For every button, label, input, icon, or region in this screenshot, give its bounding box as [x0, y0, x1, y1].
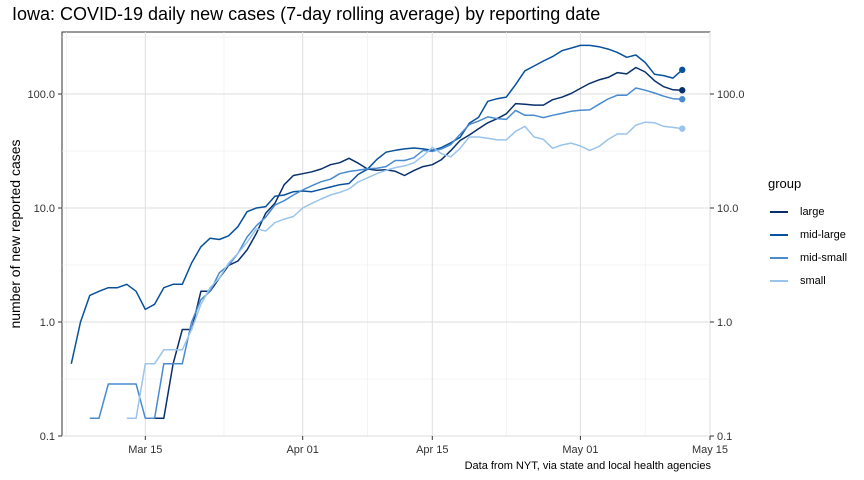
- chart-caption: Data from NYT, via state and local healt…: [464, 460, 711, 472]
- series-endpoint-small: [679, 125, 686, 132]
- legend-item: small: [768, 269, 847, 292]
- legend-item: large: [768, 200, 847, 223]
- series-layer: [70, 44, 686, 420]
- legend-swatch: [770, 256, 788, 259]
- x-tick-label: Mar 15: [128, 444, 162, 456]
- series-line-mid-large: [70, 44, 683, 364]
- y-tick-label-left: 0.1: [40, 431, 55, 443]
- legend-items: large mid-large mid-small small: [768, 200, 847, 292]
- x-tick-label: May 01: [562, 444, 598, 456]
- legend-item: mid-large: [768, 223, 847, 246]
- legend-label: mid-small: [800, 251, 848, 264]
- legend-swatch: [770, 233, 788, 236]
- legend-swatch: [770, 210, 788, 213]
- y-tick-label-right: 0.1: [717, 431, 732, 443]
- legend-item: mid-small: [768, 246, 847, 269]
- x-tick-label: May 15: [692, 444, 728, 456]
- y-tick-label-right: 10.0: [717, 203, 738, 215]
- x-tick-label: Apr 01: [286, 444, 318, 456]
- legend-title: group: [768, 176, 802, 191]
- legend-label: mid-large: [800, 228, 846, 241]
- chart-title: Iowa: COVID-19 daily new cases (7-day ro…: [12, 4, 601, 24]
- series-endpoint-mid-large: [679, 66, 686, 74]
- minor-gridlines: [62, 32, 710, 436]
- legend-swatch: [770, 279, 788, 282]
- legend-label: small: [800, 274, 826, 287]
- series-line-large: [145, 66, 683, 420]
- y-tick-label-right: 100.0: [717, 89, 745, 101]
- y-tick-label-left: 10.0: [34, 203, 55, 215]
- y-tick-label-left: 1.0: [40, 317, 55, 329]
- legend-label: large: [800, 205, 825, 218]
- legend: group large mid-large mid-small small: [768, 176, 847, 292]
- y-axis-title: number of new reported cases: [7, 139, 23, 328]
- series-endpoint-large: [679, 87, 686, 94]
- axes: Mar 15 Apr 01 Apr 15 May 01 May 150.1 0.11.0 1…: [27, 89, 744, 456]
- y-tick-label-left: 100.0: [27, 89, 55, 101]
- series-line-small: [126, 121, 683, 420]
- x-tick-label: Apr 15: [416, 444, 448, 456]
- y-tick-label-right: 1.0: [717, 317, 732, 329]
- plot-panel: [61, 31, 711, 437]
- series-endpoint-mid-small: [679, 96, 686, 103]
- major-gridlines: [62, 32, 711, 437]
